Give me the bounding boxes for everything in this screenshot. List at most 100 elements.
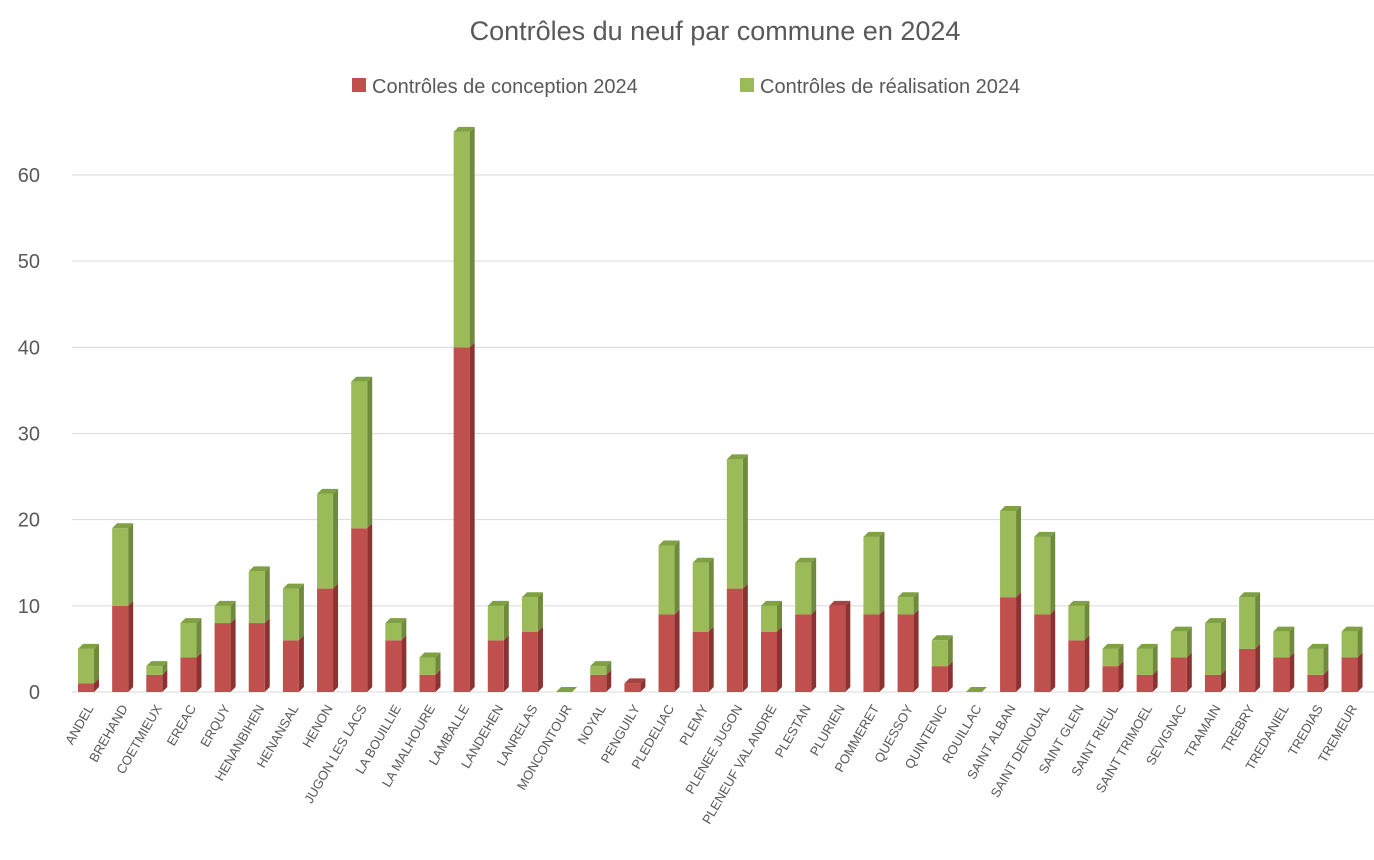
bar-realisation — [248, 571, 265, 624]
bar-side-conception — [1152, 669, 1158, 692]
bar-conception — [795, 614, 812, 692]
bar-conception — [1102, 666, 1119, 692]
bar-conception — [146, 674, 163, 692]
x-tick-label: EREAC — [164, 702, 199, 748]
x-axis: ANDELBREHANDCOETMIEUXEREACERQUYHENANBIHE… — [62, 702, 1360, 827]
bar-conception — [1204, 674, 1221, 692]
bar-zero — [556, 687, 578, 692]
bar-conception — [658, 614, 675, 692]
bar-side-realisation — [879, 531, 885, 615]
bar-side-conception — [1016, 592, 1022, 692]
bar-realisation — [726, 459, 743, 589]
bar-side-conception — [1118, 661, 1124, 692]
bar-side-conception — [162, 669, 168, 692]
y-tick-label: 0 — [29, 682, 40, 704]
bar-conception — [1170, 657, 1187, 692]
bar-realisation — [214, 605, 231, 624]
bar-conception — [78, 683, 94, 692]
bar-side-realisation — [811, 557, 817, 615]
bar-conception — [692, 631, 709, 692]
bar-side-realisation — [537, 592, 543, 632]
bar-side-realisation — [401, 618, 407, 641]
bar-side-realisation — [298, 583, 304, 641]
bar-realisation — [761, 605, 777, 632]
bar-conception — [351, 528, 368, 692]
bar-conception — [1000, 597, 1017, 692]
bar-conception — [897, 614, 914, 692]
x-tick-label: NOYAL — [574, 702, 609, 747]
y-tick-label: 30 — [18, 424, 40, 446]
bar-realisation — [317, 493, 334, 589]
bar-top-realisation — [521, 592, 543, 598]
bar-conception — [1341, 657, 1358, 692]
bar-realisation — [590, 666, 607, 675]
bar-conception — [590, 674, 607, 692]
bar-side-conception — [1323, 669, 1329, 692]
bar-top-realisation — [351, 376, 373, 382]
bar-side-realisation — [742, 454, 748, 589]
bar-side-realisation — [674, 540, 680, 615]
bar-top-realisation — [897, 592, 919, 598]
bar-side-realisation — [94, 643, 99, 684]
bar-side-conception — [640, 678, 646, 692]
bar-side-realisation — [1118, 643, 1124, 667]
x-tick-label: ERQUY — [197, 702, 233, 750]
bar-top-realisation — [1341, 626, 1363, 632]
bar-side-realisation — [264, 566, 270, 624]
bar-realisation — [521, 597, 538, 632]
bar-top-realisation — [1204, 618, 1226, 624]
bar-side-conception — [435, 669, 441, 692]
bar-top-realisation — [1273, 626, 1295, 632]
bar-realisation — [692, 562, 709, 632]
bar-side-conception — [845, 600, 851, 692]
bar-realisation — [1341, 631, 1358, 658]
bar-conception — [829, 605, 846, 692]
bar-realisation — [385, 623, 402, 641]
bar-zero — [965, 687, 987, 692]
bar-top-realisation — [1239, 592, 1261, 598]
bar-side-realisation — [1152, 643, 1158, 675]
bar-side-realisation — [777, 600, 782, 632]
bar-side-conception — [879, 609, 885, 692]
bar-realisation — [931, 640, 948, 667]
bar-realisation — [419, 657, 436, 675]
bar-conception — [1307, 674, 1324, 692]
bar-top-realisation — [590, 661, 612, 667]
bar-top-conception — [829, 600, 851, 606]
bar-side-realisation — [128, 523, 134, 606]
bar-side-conception — [947, 661, 953, 692]
bar-conception — [180, 657, 197, 692]
bar-conception — [1273, 657, 1290, 692]
bar-top-realisation — [248, 566, 270, 572]
bar-side-conception — [1255, 643, 1261, 692]
bar-top-realisation — [453, 126, 475, 132]
bar-side-realisation — [708, 557, 714, 632]
bar-conception — [214, 623, 231, 692]
bar-top-realisation — [282, 583, 304, 589]
bar-realisation — [863, 536, 880, 615]
bar-side-realisation — [469, 126, 475, 348]
bar-conception — [1068, 640, 1085, 692]
bar-side-conception — [94, 678, 99, 692]
bar-top-realisation — [385, 618, 407, 624]
bar-side-conception — [196, 652, 202, 692]
bar-side-realisation — [1050, 531, 1056, 615]
bar-realisation — [1170, 631, 1187, 658]
bar-side-realisation — [606, 661, 612, 675]
bar-side-realisation — [1186, 626, 1192, 658]
bar-realisation — [1307, 648, 1324, 675]
bar-realisation — [658, 545, 675, 615]
bar-top-realisation — [317, 488, 339, 494]
bar-top-realisation — [658, 540, 680, 546]
legend-label-conception: Contrôles de conception 2024 — [372, 76, 638, 98]
bar-conception — [761, 631, 777, 692]
bar-conception — [931, 666, 948, 692]
bar-top-realisation — [931, 635, 953, 641]
bar-side-conception — [1186, 652, 1192, 692]
bar-realisation — [1068, 605, 1085, 641]
bar-side-conception — [811, 609, 817, 692]
legend-swatch-conception — [352, 78, 366, 92]
bar-top-realisation — [487, 600, 509, 606]
bar-side-conception — [1084, 635, 1090, 692]
bar-side-realisation — [1255, 592, 1261, 649]
